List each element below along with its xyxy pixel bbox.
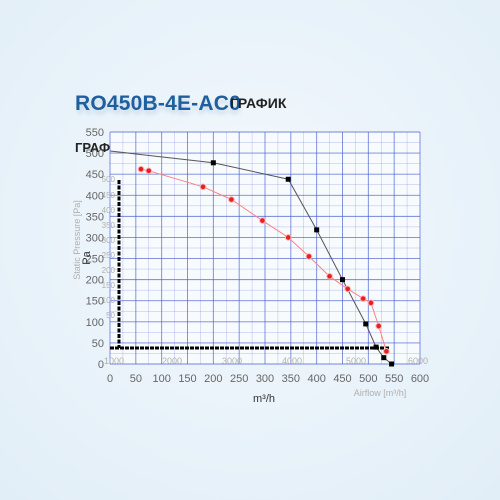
data-point-static	[259, 217, 266, 224]
data-point-total	[363, 321, 369, 327]
x-tick-label: 200	[204, 373, 222, 385]
y-tick-label: 300	[86, 232, 104, 244]
data-point-static	[137, 165, 145, 173]
data-point-static	[199, 183, 207, 191]
x-tick-label: 350	[282, 373, 300, 385]
data-point-total	[373, 344, 379, 350]
data-point-static	[284, 234, 292, 241]
ghost-x-label: Airflow [m³/h]	[354, 388, 407, 398]
data-point-static	[228, 196, 235, 203]
title-shadow: RO450B-4E-AC0	[77, 96, 241, 119]
ghost-y-tick: 350	[102, 221, 116, 230]
y-tick-label: 0	[98, 359, 104, 371]
y-tick-label: 200	[86, 275, 104, 287]
ghost-x-tick: 3000	[222, 356, 242, 366]
ghost-x-tick: 2000	[162, 356, 182, 366]
y-tick-label: 400	[86, 190, 104, 202]
chart-title-suffix: ГРАФИК	[230, 95, 287, 111]
data-point-static	[359, 295, 367, 302]
data-point-total	[210, 160, 216, 166]
x-tick-label: 250	[230, 373, 248, 385]
ghost-x-tick: 4000	[282, 356, 302, 366]
y-tick-label: 150	[86, 296, 104, 308]
ghost-y-tick: 200	[102, 266, 116, 275]
data-point-static	[305, 253, 313, 260]
y-tick-label: 350	[86, 211, 104, 223]
x-tick-label: 100	[152, 373, 170, 385]
y-axis-label: Pa	[81, 250, 93, 264]
ghost-y-tick: 100	[102, 296, 116, 305]
ghost-y-tick: 400	[102, 206, 116, 215]
ghost-y-tick: 50	[106, 311, 115, 320]
data-point-total	[340, 277, 345, 283]
y-tick-label: 50	[92, 338, 104, 350]
ghost-y-tick: 150	[102, 281, 116, 290]
ghost-y-tick: 500	[102, 175, 116, 184]
x-tick-label: 50	[130, 373, 142, 385]
ghost-x-tick: 5000	[346, 356, 366, 366]
ghost-x-tick: 6000	[408, 356, 428, 366]
x-tick-label: 550	[385, 373, 403, 385]
data-point-total	[381, 355, 387, 361]
data-point-static	[145, 167, 153, 175]
data-point-total	[389, 361, 395, 367]
x-tick-label: 150	[178, 373, 196, 385]
y-tick-label: 100	[86, 317, 104, 329]
data-point-total	[285, 176, 291, 182]
data-point-static	[326, 272, 333, 280]
x-tick-label: 600	[411, 373, 429, 385]
data-point-static	[375, 322, 382, 330]
y-tick-label: 550	[86, 127, 104, 139]
data-point-static	[344, 285, 351, 293]
ghost-y-tick: 450	[102, 191, 116, 200]
x-tick-label: 450	[333, 373, 351, 385]
x-tick-label: 400	[307, 373, 325, 385]
ghost-x-tick: 1000	[104, 356, 124, 366]
y-tick-label: 250	[86, 254, 104, 266]
ghost-y-tick: 300	[102, 236, 116, 245]
y-tick-label: 450	[86, 169, 104, 181]
data-point-static	[383, 348, 390, 355]
data-point-total	[314, 227, 320, 233]
x-tick-label: 0	[107, 373, 113, 385]
x-tick-label: 500	[359, 373, 377, 385]
x-axis-label: m³/h	[253, 393, 275, 405]
data-point-static	[367, 299, 375, 307]
ghost-y-tick: 250	[102, 251, 116, 260]
x-tick-label: 300	[256, 373, 274, 385]
ghost-y-label: Static Pressure [Pa]	[72, 200, 82, 280]
chart-title: RO450B-4E-AC0	[75, 92, 241, 115]
y-tick-label: 500	[86, 148, 104, 160]
